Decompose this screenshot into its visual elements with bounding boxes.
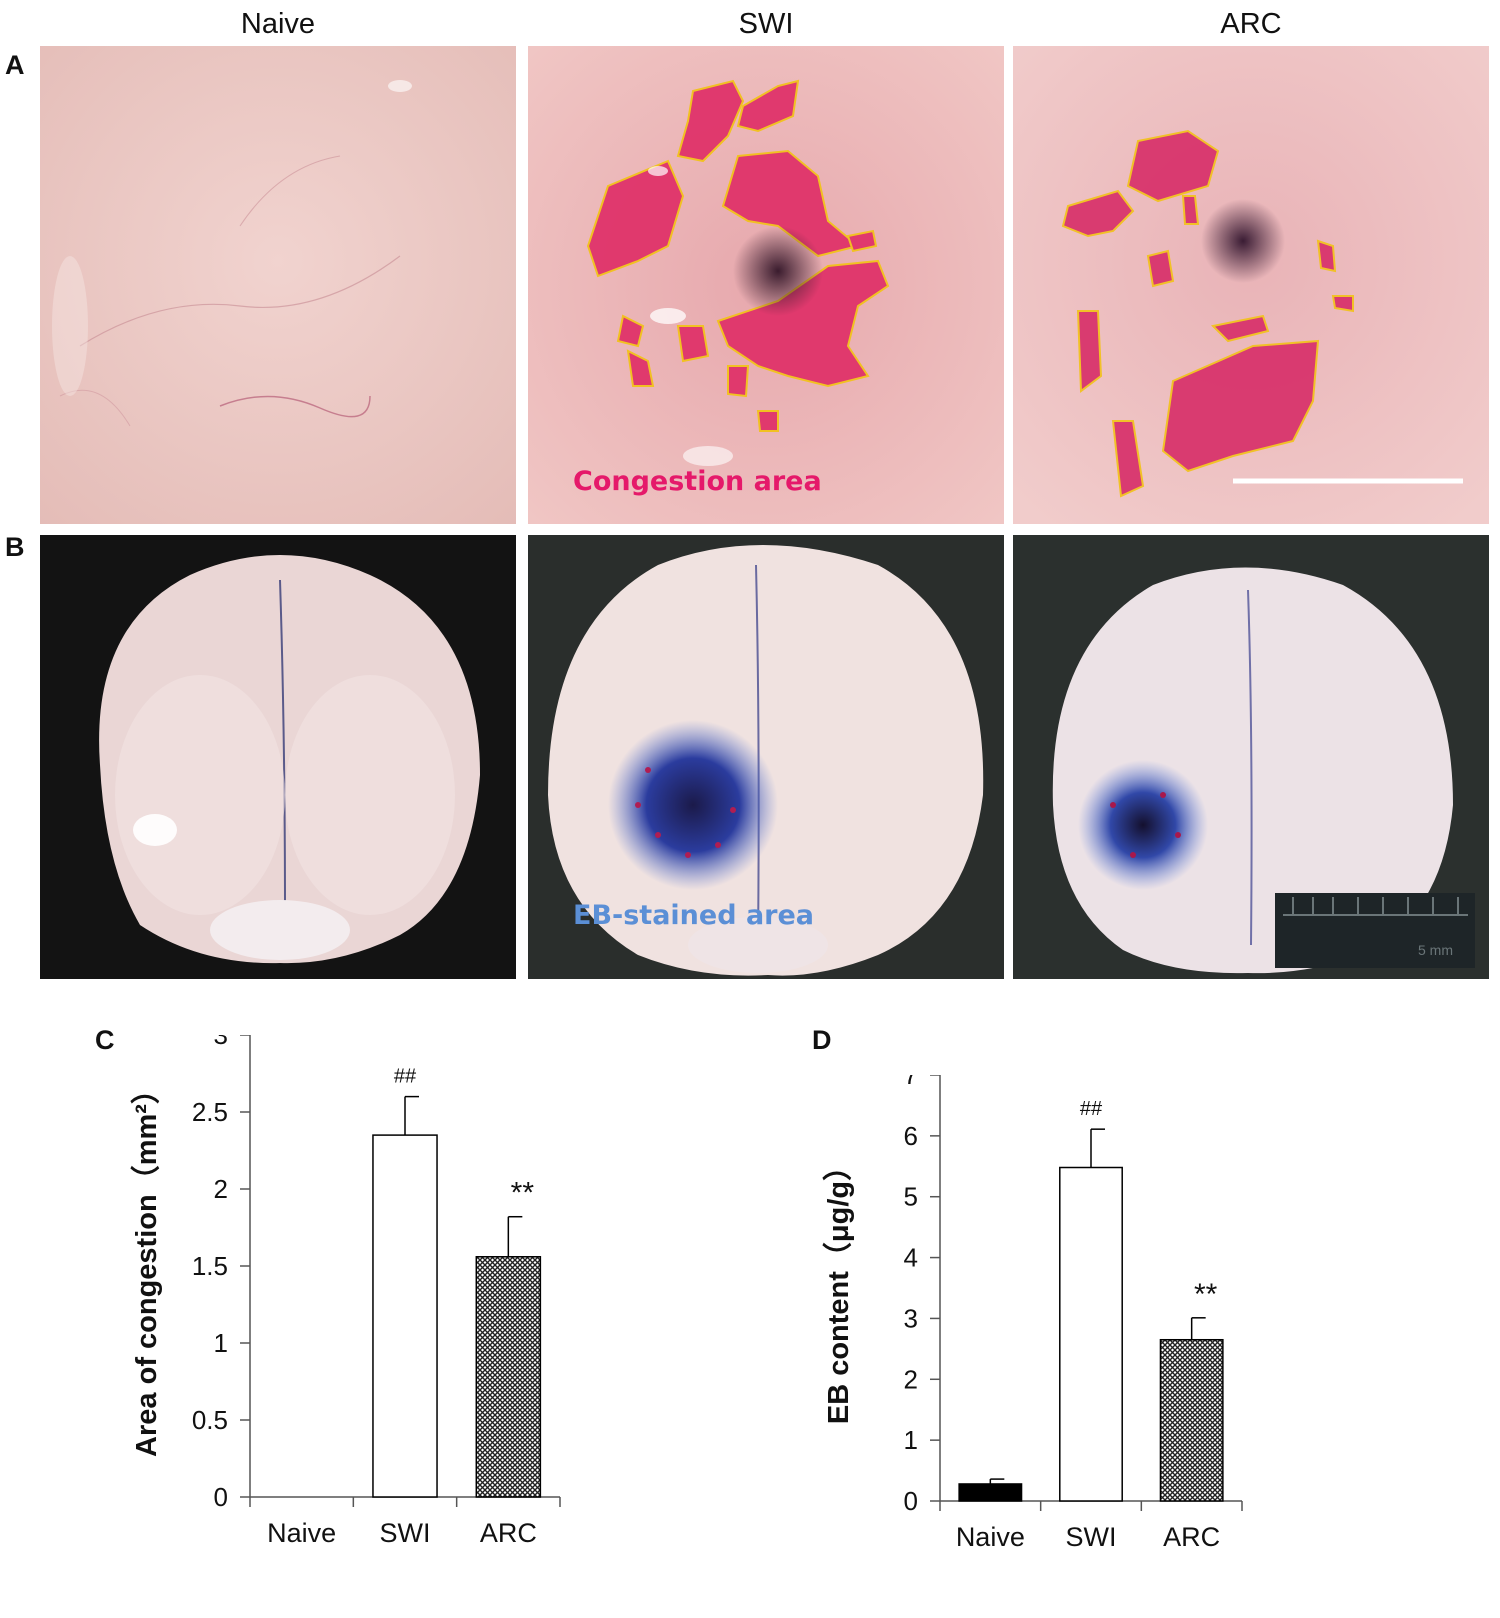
chart-c-y-tick-label: 0.5 <box>192 1405 228 1435</box>
chart-d-annotation: ## <box>1080 1098 1103 1120</box>
chart-d-bar-arc <box>1159 1338 1224 1502</box>
chart-d-y-tick-label: 3 <box>904 1303 918 1333</box>
chart-d-y-tick-label: 7 <box>904 1075 918 1090</box>
photo-swi-brain: EB-stained area <box>528 535 1004 979</box>
chart-c-y-tick-label: 1.5 <box>192 1251 228 1281</box>
panel-label-a: A <box>5 50 25 80</box>
panel-label-b: B <box>5 532 25 562</box>
photo-arc-surface <box>1013 46 1489 524</box>
chart-c-y-tick-label: 2.5 <box>192 1097 228 1127</box>
chart-c-bar-swi <box>372 1134 438 1498</box>
chart-d-y-tick-label: 4 <box>904 1243 918 1273</box>
chart-d-annotation: ** <box>1194 1278 1218 1311</box>
panel-label-c: C <box>95 1025 115 1055</box>
chart-c-y-tick-label: 1 <box>214 1328 228 1358</box>
chart-d-category-label: SWI <box>1066 1522 1117 1552</box>
photo-swi-surface: Congestion area <box>528 46 1004 524</box>
chart-c-y-tick-label: 3 <box>214 1035 228 1050</box>
chart-c-annotation: ** <box>511 1177 535 1210</box>
chart-c-category-label: Naive <box>267 1518 336 1548</box>
chart-d-y-tick-label: 0 <box>904 1486 918 1516</box>
chart-d-y-tick-label: 6 <box>904 1121 918 1151</box>
column-title-arc: ARC <box>1220 8 1282 40</box>
chart-congestion-area: 0 0.5 1 1.5 2 2.5 3 Naive SWI ## ARC ** Area of cong… <box>120 1020 600 1613</box>
chart-c-y-tick-label: 2 <box>214 1174 228 1204</box>
chart-d-y-tick-label: 1 <box>904 1425 918 1455</box>
chart-d-bar-naive <box>958 1483 1023 1502</box>
column-title-naive: Naive <box>240 8 316 40</box>
photo-naive-brain <box>40 535 516 979</box>
chart-d-y-tick-label: 5 <box>904 1182 918 1212</box>
ruler-label: 5 mm <box>1418 942 1453 958</box>
chart-eb-content: 0 1 2 3 4 5 6 7 Naive SWI ## ARC ** EB content（μg/g） <box>820 1060 1300 1613</box>
chart-c-bar-arc <box>475 1256 542 1498</box>
eb-stained-area-label: EB-stained area <box>573 900 815 931</box>
chart-d-category-label: Naive <box>956 1522 1025 1552</box>
chart-c-annotation: ## <box>394 1066 417 1088</box>
chart-c-category-label: SWI <box>380 1518 431 1548</box>
chart-d-bar-swi <box>1059 1166 1123 1502</box>
chart-c-category-label: ARC <box>480 1518 537 1548</box>
column-title-swi: SWI <box>738 8 794 40</box>
chart-c-y-axis-label: Area of congestion（mm²） <box>130 1075 163 1457</box>
chart-d-category-label: ARC <box>1163 1522 1220 1552</box>
chart-d-y-tick-label: 2 <box>904 1364 918 1394</box>
panel-label-d: D <box>812 1025 832 1055</box>
congestion-area-label: Congestion area <box>573 466 822 497</box>
chart-c-y-tick-label: 0 <box>214 1482 228 1512</box>
photo-arc-brain: 5 mm <box>1013 535 1489 979</box>
photo-naive-surface <box>40 46 516 524</box>
chart-d-y-axis-label: EB content（μg/g） <box>822 1152 855 1424</box>
